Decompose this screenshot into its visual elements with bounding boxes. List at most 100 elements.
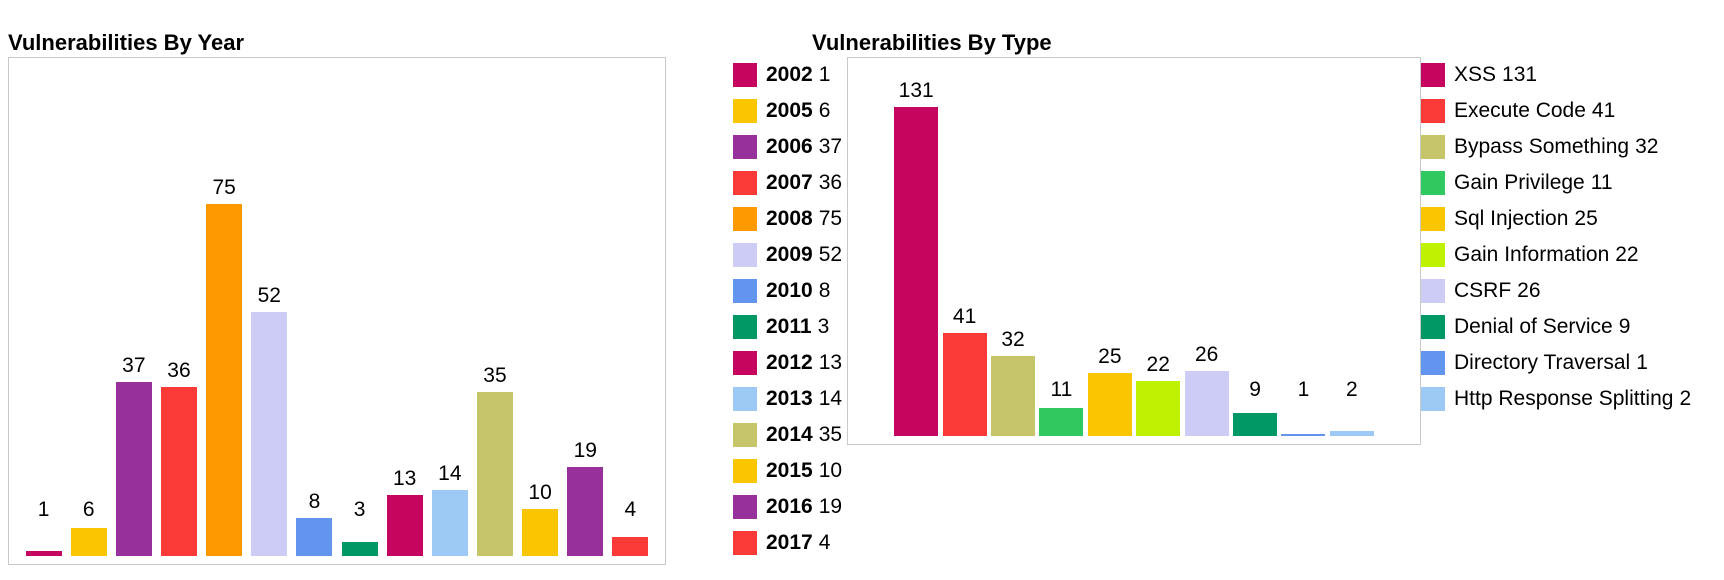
bar-slot-2002: 1 — [21, 58, 66, 564]
legend-value-2014: 35 — [818, 423, 843, 446]
bar-2014 — [476, 391, 513, 556]
bar-bypass-something — [991, 355, 1036, 436]
legend-item-2017: 2017 4 — [733, 525, 842, 561]
legend-item-sql-injection: Sql Injection 25 — [1421, 201, 1691, 237]
legend-label-gain-privilege: Gain Privilege — [1454, 171, 1585, 194]
legend-item-2005: 2005 6 — [733, 93, 842, 129]
bar-value-label-http-response-splitting: 2 — [1346, 378, 1358, 401]
bar-slot-2007: 36 — [156, 58, 201, 564]
bar-value-label-2011: 3 — [353, 498, 366, 521]
bar-value-label-bypass-something: 32 — [1001, 327, 1025, 351]
legend-value-2010: 8 — [818, 279, 831, 302]
legend-label-xss: XSS — [1454, 63, 1497, 86]
legend-value-2005: 6 — [818, 99, 831, 122]
legend-color-swatch-2012 — [733, 351, 757, 375]
legend-vulnerabilities-by-year: 2002 1 2005 6 2006 37 2007 36 2008 75 2009 52 2010 8 2… — [733, 57, 842, 561]
legend-color-swatch-gain-information — [1421, 243, 1445, 267]
bar-slot-2009: 52 — [247, 58, 292, 564]
bars-vulnerabilities-by-year: 1 6 37 36 75 52 8 3 13 14 35 10 19 4 — [9, 58, 665, 564]
legend-value-csrf: 26 — [1517, 279, 1541, 302]
legend-vulnerabilities-by-type: XSS 131 Execute Code 41 Bypass Something 32 Ga… — [1421, 57, 1691, 417]
legend-value-2013: 14 — [818, 387, 843, 410]
legend-label-2014: 2014 — [766, 423, 813, 446]
bar-slot-2010: 8 — [292, 58, 337, 564]
bar-csrf — [1184, 370, 1229, 436]
legend-label-gain-information: Gain Information — [1454, 243, 1610, 266]
chart-title-vulnerabilities-by-year: Vulnerabilities By Year — [8, 30, 245, 56]
legend-item-2007: 2007 36 — [733, 165, 842, 201]
plot-area-vulnerabilities-by-year: 1 6 37 36 75 52 8 3 13 14 35 10 19 4 — [8, 57, 666, 565]
bar-value-label-xss: 131 — [898, 79, 934, 103]
legend-value-bypass-something: 32 — [1635, 135, 1659, 158]
legend-label-2010: 2010 — [766, 279, 813, 302]
bar-slot-directory-traversal: 1 — [1279, 58, 1327, 444]
bar-slot-csrf: 26 — [1182, 58, 1230, 444]
bar-value-label-2007: 36 — [167, 359, 191, 383]
bar-2006 — [115, 382, 152, 556]
bar-2011 — [341, 541, 378, 556]
legend-label-2012: 2012 — [766, 351, 813, 374]
legend-value-2006: 37 — [818, 135, 843, 158]
bar-value-label-sql-injection: 25 — [1098, 345, 1122, 369]
legend-value-gain-information: 22 — [1615, 243, 1639, 266]
legend-color-swatch-bypass-something — [1421, 135, 1445, 159]
bar-slot-2016: 19 — [563, 58, 608, 564]
legend-label-2015: 2015 — [766, 459, 813, 482]
bar-http-response-splitting — [1329, 430, 1374, 436]
bar-2008 — [206, 204, 243, 556]
bar-value-label-2009: 52 — [257, 284, 281, 308]
bar-gain-privilege — [1039, 408, 1084, 436]
bar-value-label-2016: 19 — [573, 438, 597, 462]
bar-2005 — [70, 527, 107, 556]
legend-label-2009: 2009 — [766, 243, 813, 266]
bar-slot-2017: 4 — [608, 58, 653, 564]
legend-item-denial-of-service: Denial of Service 9 — [1421, 309, 1691, 345]
legend-item-bypass-something: Bypass Something 32 — [1421, 129, 1691, 165]
legend-label-bypass-something: Bypass Something — [1454, 135, 1630, 158]
legend-value-denial-of-service: 9 — [1618, 315, 1631, 338]
legend-color-swatch-directory-traversal — [1421, 351, 1445, 375]
legend-color-swatch-sql-injection — [1421, 207, 1445, 231]
legend-color-swatch-http-response-splitting — [1421, 387, 1445, 411]
bar-slot-2005: 6 — [66, 58, 111, 564]
bar-2012 — [386, 495, 423, 556]
legend-value-xss: 131 — [1502, 63, 1538, 86]
legend-value-2015: 10 — [818, 459, 843, 482]
legend-label-directory-traversal: Directory Traversal — [1454, 351, 1631, 374]
bar-value-label-denial-of-service: 9 — [1249, 378, 1261, 401]
bar-slot-denial-of-service: 9 — [1231, 58, 1279, 444]
legend-color-swatch-2016 — [733, 495, 757, 519]
bar-value-label-2010: 8 — [308, 490, 321, 514]
legend-label-csrf: CSRF — [1454, 279, 1512, 302]
legend-item-csrf: CSRF 26 — [1421, 273, 1691, 309]
chart-title-vulnerabilities-by-type: Vulnerabilities By Type — [812, 30, 1052, 56]
legend-color-swatch-2017 — [733, 531, 757, 555]
legend-color-swatch-2005 — [733, 99, 757, 123]
legend-color-swatch-gain-privilege — [1421, 171, 1445, 195]
legend-value-2002: 1 — [818, 63, 831, 86]
bar-value-label-2015: 10 — [528, 481, 552, 505]
legend-value-2017: 4 — [818, 531, 831, 554]
legend-label-2008: 2008 — [766, 207, 813, 230]
bar-value-label-directory-traversal: 1 — [1297, 378, 1310, 401]
legend-color-swatch-csrf — [1421, 279, 1445, 303]
legend-label-sql-injection: Sql Injection — [1454, 207, 1569, 230]
bar-slot-http-response-splitting: 2 — [1328, 58, 1376, 444]
bar-2013 — [431, 490, 468, 556]
bar-slot-gain-privilege: 11 — [1037, 58, 1085, 444]
legend-color-swatch-2002 — [733, 63, 757, 87]
legend-label-2002: 2002 — [766, 63, 813, 86]
bar-sql-injection — [1087, 373, 1132, 436]
legend-label-2013: 2013 — [766, 387, 813, 410]
plot-area-vulnerabilities-by-type: 131 41 32 11 25 22 26 9 1 2 — [847, 57, 1421, 445]
legend-label-2017: 2017 — [766, 531, 813, 554]
legend-label-2016: 2016 — [766, 495, 813, 518]
legend-item-2012: 2012 13 — [733, 345, 842, 381]
legend-color-swatch-2006 — [733, 135, 757, 159]
legend-color-swatch-2009 — [733, 243, 757, 267]
legend-item-execute-code: Execute Code 41 — [1421, 93, 1691, 129]
legend-value-2007: 36 — [818, 171, 843, 194]
legend-color-swatch-denial-of-service — [1421, 315, 1445, 339]
legend-item-xss: XSS 131 — [1421, 57, 1691, 93]
